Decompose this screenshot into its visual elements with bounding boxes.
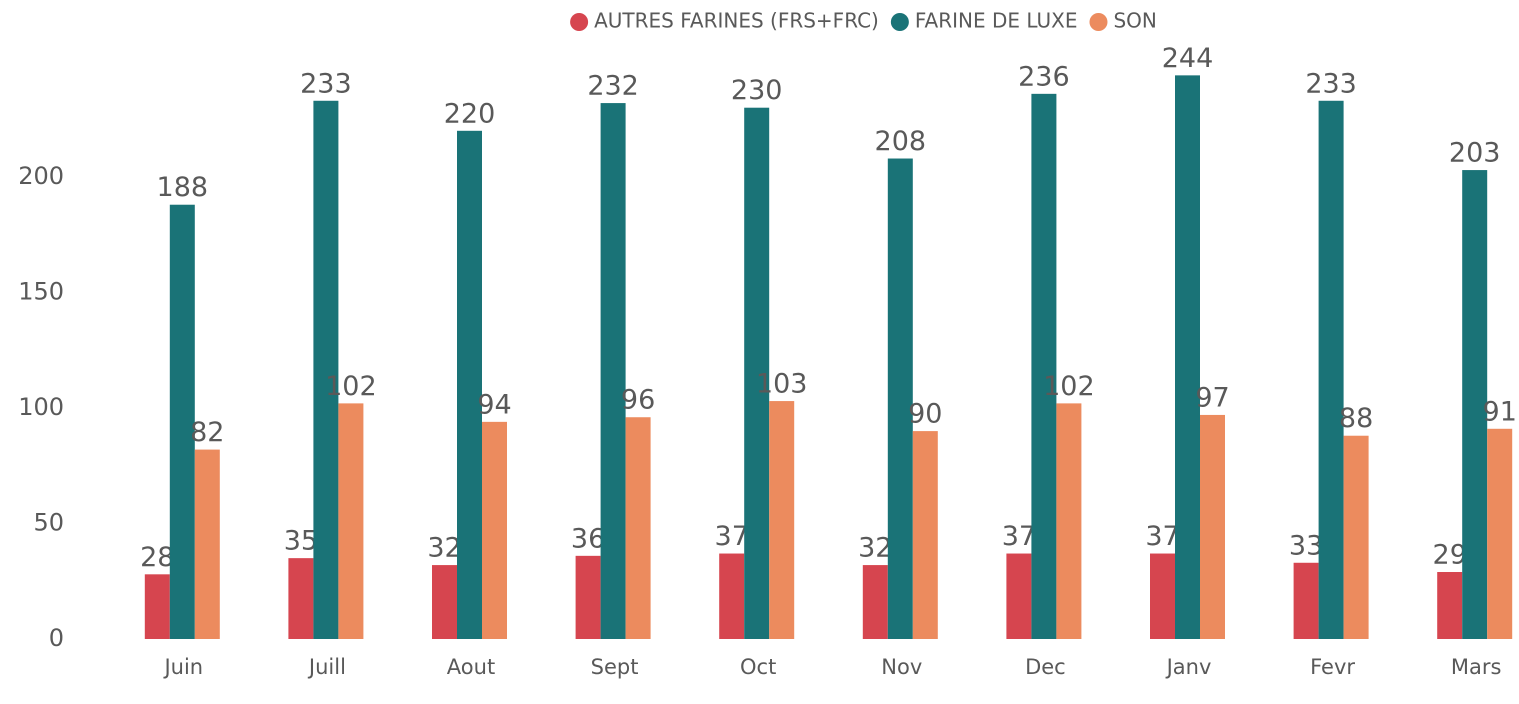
legend-marker xyxy=(890,13,909,31)
bar xyxy=(482,421,507,639)
value-label: 208 xyxy=(875,126,927,157)
bar xyxy=(1318,100,1344,639)
bar xyxy=(1293,562,1319,639)
value-label: 96 xyxy=(621,385,655,416)
bar xyxy=(600,103,626,639)
value-label: 32 xyxy=(427,533,461,564)
bar xyxy=(744,107,770,639)
value-label: 102 xyxy=(325,371,377,402)
x-tick-label: Nov xyxy=(881,655,922,679)
value-label: 188 xyxy=(157,172,209,203)
bar xyxy=(313,100,339,639)
value-label: 233 xyxy=(1305,68,1357,99)
bar xyxy=(1343,435,1369,639)
value-label: 88 xyxy=(1339,403,1373,434)
y-tick-label: 50 xyxy=(33,509,64,537)
bar xyxy=(1437,572,1463,639)
value-label: 94 xyxy=(477,389,511,420)
value-label: 220 xyxy=(444,98,496,129)
value-label: 203 xyxy=(1449,138,1501,169)
x-tick-label: Juin xyxy=(162,655,203,679)
legend-marker xyxy=(570,13,589,31)
value-label: 236 xyxy=(1018,61,1070,92)
legend-label: SON xyxy=(1113,9,1156,33)
bar xyxy=(912,431,938,639)
x-tick-label: Sept xyxy=(591,655,639,679)
bar xyxy=(1462,170,1488,639)
value-label: 32 xyxy=(858,533,892,564)
value-label: 33 xyxy=(1289,530,1323,561)
bar xyxy=(1200,414,1225,639)
value-label: 28 xyxy=(140,542,174,573)
value-label: 29 xyxy=(1433,540,1467,571)
value-label: 36 xyxy=(571,523,605,554)
x-tick-label: Oct xyxy=(740,655,776,679)
value-label: 35 xyxy=(284,526,318,557)
bar xyxy=(194,449,220,639)
bar xyxy=(887,158,913,639)
bar xyxy=(338,403,364,639)
x-tick-label: Juill xyxy=(307,655,346,679)
value-label: 37 xyxy=(715,521,749,552)
x-tick-label: Janv xyxy=(1165,655,1212,679)
bar xyxy=(1006,553,1032,639)
legend-marker xyxy=(1089,13,1108,31)
bar xyxy=(862,565,888,639)
bar xyxy=(1487,428,1513,639)
x-tick-label: Aout xyxy=(447,655,495,679)
value-label: 103 xyxy=(756,369,808,400)
value-label: 91 xyxy=(1483,396,1517,427)
x-tick-label: Dec xyxy=(1025,655,1066,679)
bar xyxy=(1175,75,1200,640)
bar xyxy=(575,555,601,639)
bar xyxy=(144,574,170,639)
bar xyxy=(1056,403,1082,639)
bar xyxy=(288,558,314,639)
y-tick-label: 0 xyxy=(49,624,64,652)
legend-label: FARINE DE LUXE xyxy=(915,9,1078,33)
bar xyxy=(457,130,482,640)
y-tick-label: 100 xyxy=(18,393,64,421)
value-label: 230 xyxy=(731,75,783,106)
value-label: 37 xyxy=(1145,521,1179,552)
x-tick-label: Fevr xyxy=(1310,655,1355,679)
value-label: 90 xyxy=(908,399,942,430)
bar xyxy=(1150,553,1175,639)
bar xyxy=(169,204,195,639)
bar xyxy=(719,553,745,639)
value-label: 37 xyxy=(1002,521,1036,552)
value-label: 244 xyxy=(1162,43,1214,74)
bar xyxy=(1031,93,1057,640)
bar xyxy=(432,565,457,639)
x-tick-label: Mars xyxy=(1451,655,1502,679)
value-label: 233 xyxy=(300,68,352,99)
value-label: 97 xyxy=(1195,382,1229,413)
value-label: 102 xyxy=(1043,371,1095,402)
y-tick-label: 200 xyxy=(18,162,64,190)
legend-label: AUTRES FARINES (FRS+FRC) xyxy=(594,9,879,33)
bar xyxy=(769,401,795,639)
bar xyxy=(625,417,651,639)
value-label: 232 xyxy=(587,71,639,102)
y-tick-label: 150 xyxy=(18,278,64,306)
value-label: 82 xyxy=(190,417,224,448)
